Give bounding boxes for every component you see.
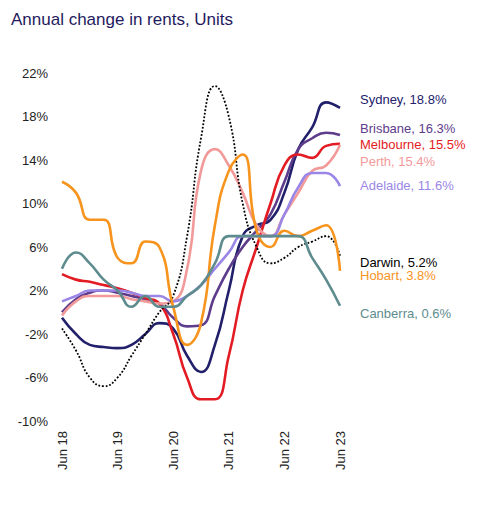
svg-text:Sydney, 18.8%: Sydney, 18.8% — [360, 92, 447, 107]
svg-text:Jun 22: Jun 22 — [277, 431, 292, 470]
svg-text:-2%: -2% — [25, 327, 49, 342]
svg-text:22%: 22% — [22, 66, 48, 81]
svg-text:6%: 6% — [29, 240, 48, 255]
svg-text:2%: 2% — [29, 283, 48, 298]
svg-text:Annual change in rents, Units: Annual change in rents, Units — [11, 10, 233, 29]
svg-text:Perth, 15.4%: Perth, 15.4% — [360, 154, 436, 169]
svg-text:14%: 14% — [22, 153, 48, 168]
svg-text:Jun 21: Jun 21 — [221, 431, 236, 470]
svg-text:Melbourne, 15.5%: Melbourne, 15.5% — [360, 137, 466, 152]
svg-text:18%: 18% — [22, 109, 48, 124]
svg-text:Adelaide, 11.6%: Adelaide, 11.6% — [360, 178, 454, 193]
svg-text:Jun 19: Jun 19 — [110, 431, 125, 470]
svg-text:Canberra, 0.6%: Canberra, 0.6% — [360, 306, 451, 321]
svg-text:Hobart, 3.8%: Hobart, 3.8% — [360, 268, 436, 283]
svg-text:-10%: -10% — [18, 414, 49, 429]
svg-text:10%: 10% — [22, 196, 48, 211]
svg-text:Darwin, 5.2%: Darwin, 5.2% — [360, 255, 438, 271]
svg-text:Brisbane, 16.3%: Brisbane, 16.3% — [360, 121, 456, 136]
svg-text:Jun 20: Jun 20 — [166, 431, 181, 470]
svg-text:Jun 18: Jun 18 — [55, 431, 70, 470]
svg-text:-6%: -6% — [25, 370, 49, 385]
svg-text:Jun 23: Jun 23 — [333, 431, 348, 470]
